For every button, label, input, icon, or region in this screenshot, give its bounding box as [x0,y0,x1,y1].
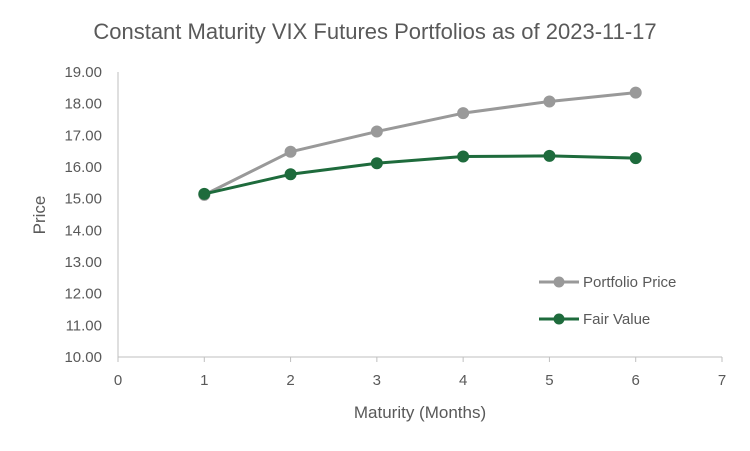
y-tick-label: 13.00 [64,254,102,271]
legend-marker [553,313,565,325]
y-axis-title: Price [30,196,49,235]
y-tick-label: 11.00 [66,317,102,334]
x-tick-label: 3 [373,372,381,389]
y-tick-label: 15.00 [64,191,102,208]
x-tick-label: 1 [200,372,208,389]
chart-title: Constant Maturity VIX Futures Portfolios… [93,19,656,44]
legend-label: Portfolio Price [583,274,676,291]
y-tick-label: 10.00 [64,349,102,366]
x-tick-label: 4 [459,372,467,389]
data-point [370,125,383,138]
series-line [203,91,636,197]
legend-item: Fair Value [539,311,650,328]
x-tick-label: 2 [286,372,294,389]
series-2 [198,149,642,200]
data-point [370,157,383,170]
y-tick-label: 19.00 [64,64,102,81]
y-tick-label: 14.00 [64,222,102,239]
axes: 10.00 11.00 12.00 13.00 14.00 15.00 16.00 17.00… [64,64,726,389]
data-point [543,149,556,162]
y-tick-label: 12.00 [64,286,102,303]
series-line [203,154,636,196]
data-point [543,95,556,108]
legend: Portfolio Price Fair Value [539,274,676,328]
data-point [629,86,642,99]
y-tick-label: 17.00 [64,127,102,144]
x-tick-label: 0 [114,372,122,389]
series-layer [198,86,642,201]
legend-marker [553,276,565,288]
x-tick-label: 6 [632,372,640,389]
legend-label: Fair Value [583,311,650,328]
data-point [457,150,470,163]
x-tick-label: 5 [545,372,553,389]
x-axis-title: Maturity (Months) [354,403,486,422]
series-1 [198,86,642,201]
legend-item: Portfolio Price [539,274,676,291]
data-point [284,168,297,181]
data-point [198,187,211,200]
data-point [457,107,470,120]
y-tick-label: 16.00 [64,159,102,176]
x-tick-label: 7 [718,372,726,389]
data-point [284,145,297,158]
y-tick-label: 18.00 [64,96,102,113]
data-point [629,152,642,165]
